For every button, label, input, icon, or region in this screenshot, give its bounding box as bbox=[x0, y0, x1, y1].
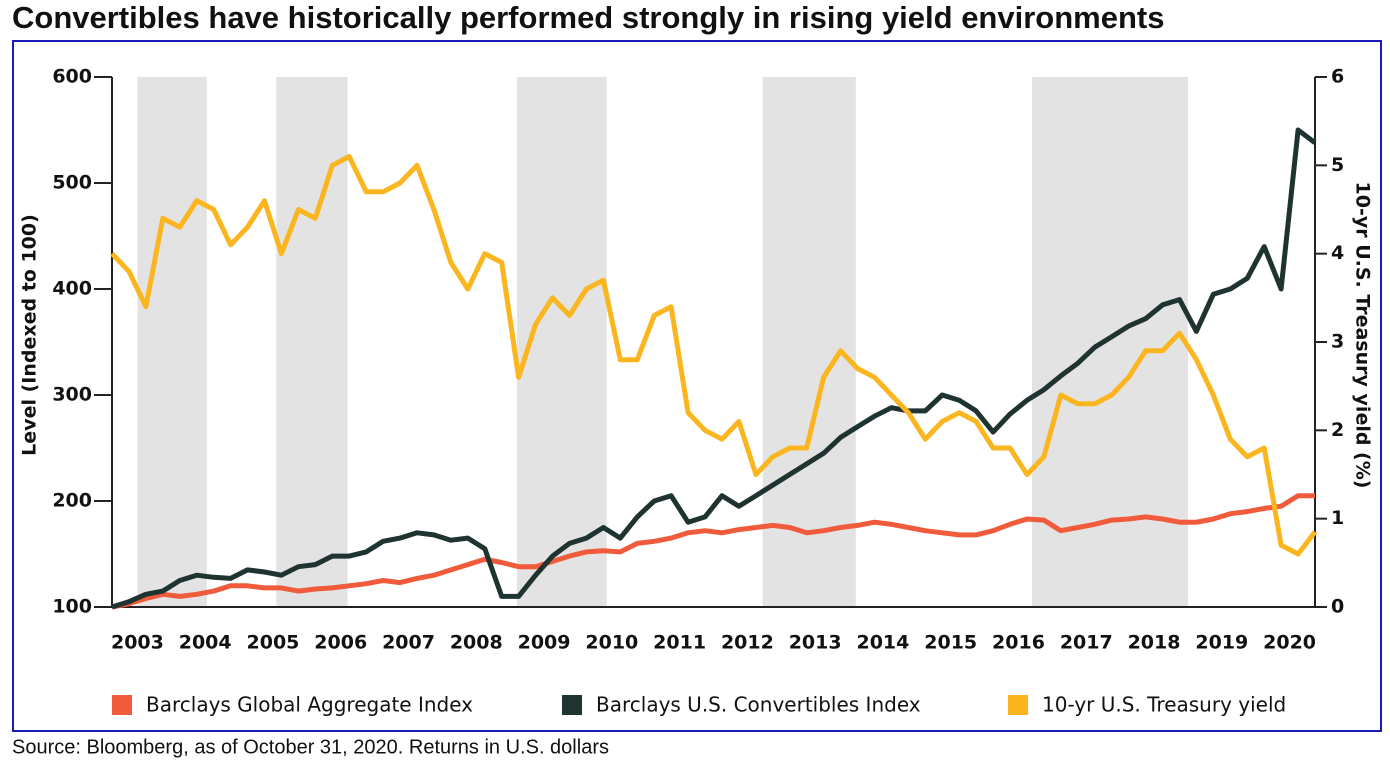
shaded-period bbox=[276, 77, 348, 607]
x-tick-label: 2017 bbox=[1060, 632, 1113, 654]
x-tick-label: 2011 bbox=[653, 632, 706, 654]
x-tick-label: 2006 bbox=[314, 632, 367, 654]
x-tick-label: 2019 bbox=[1195, 632, 1248, 654]
y2-tick-label: 5 bbox=[1331, 154, 1344, 176]
x-tick-label: 2005 bbox=[247, 632, 300, 654]
x-tick-label: 2018 bbox=[1128, 632, 1181, 654]
y-axis-title: Level (Indexed to 100) bbox=[19, 214, 41, 456]
legend-label: Barclays Global Aggregate Index bbox=[146, 693, 473, 717]
chart-title: Convertibles have historically performed… bbox=[12, 0, 1164, 35]
y2-tick-label: 6 bbox=[1331, 66, 1344, 88]
x-tick-label: 2009 bbox=[518, 632, 571, 654]
x-tick-label: 2020 bbox=[1263, 632, 1316, 654]
y2-tick-label: 2 bbox=[1331, 419, 1344, 441]
y2-tick-label: 4 bbox=[1331, 242, 1344, 264]
y2-tick-label: 3 bbox=[1331, 331, 1344, 353]
x-tick-label: 2010 bbox=[585, 632, 638, 654]
x-tick-label: 2016 bbox=[992, 632, 1045, 654]
x-tick-label: 2015 bbox=[924, 632, 977, 654]
legend-swatch bbox=[562, 695, 582, 715]
source-note: Source: Bloomberg, as of October 31, 202… bbox=[12, 736, 609, 758]
y-tick-label: 400 bbox=[52, 278, 92, 300]
series-line bbox=[110, 154, 1317, 557]
frame bbox=[12, 40, 1382, 732]
x-tick-label: 2007 bbox=[382, 632, 435, 654]
x-tick-label: 2014 bbox=[856, 632, 909, 654]
shaded-period bbox=[762, 77, 856, 607]
y-tick-label: 100 bbox=[52, 596, 92, 618]
series-line bbox=[111, 493, 1315, 610]
legend-swatch bbox=[1008, 695, 1028, 715]
x-tick-label: 2004 bbox=[179, 632, 232, 654]
y-tick-label: 200 bbox=[52, 490, 92, 512]
y2-axis-title: 10-yr U.S. Treasury yield (%) bbox=[1352, 182, 1374, 489]
shaded-period bbox=[137, 77, 207, 607]
x-tick-label: 2013 bbox=[789, 632, 842, 654]
y2-tick-label: 0 bbox=[1331, 596, 1344, 618]
x-tick-label: 2003 bbox=[111, 632, 164, 654]
legend-swatch bbox=[112, 695, 132, 715]
y2-tick-label: 1 bbox=[1331, 507, 1344, 529]
legend-label: 10-yr U.S. Treasury yield bbox=[1042, 693, 1286, 717]
y-tick-label: 600 bbox=[52, 66, 92, 88]
legend-label: Barclays U.S. Convertibles Index bbox=[596, 693, 921, 717]
series-line bbox=[111, 127, 1317, 610]
y-tick-label: 500 bbox=[52, 172, 92, 194]
x-tick-label: 2012 bbox=[721, 632, 774, 654]
x-tick-label: 2008 bbox=[450, 632, 503, 654]
y-tick-label: 300 bbox=[52, 384, 92, 406]
